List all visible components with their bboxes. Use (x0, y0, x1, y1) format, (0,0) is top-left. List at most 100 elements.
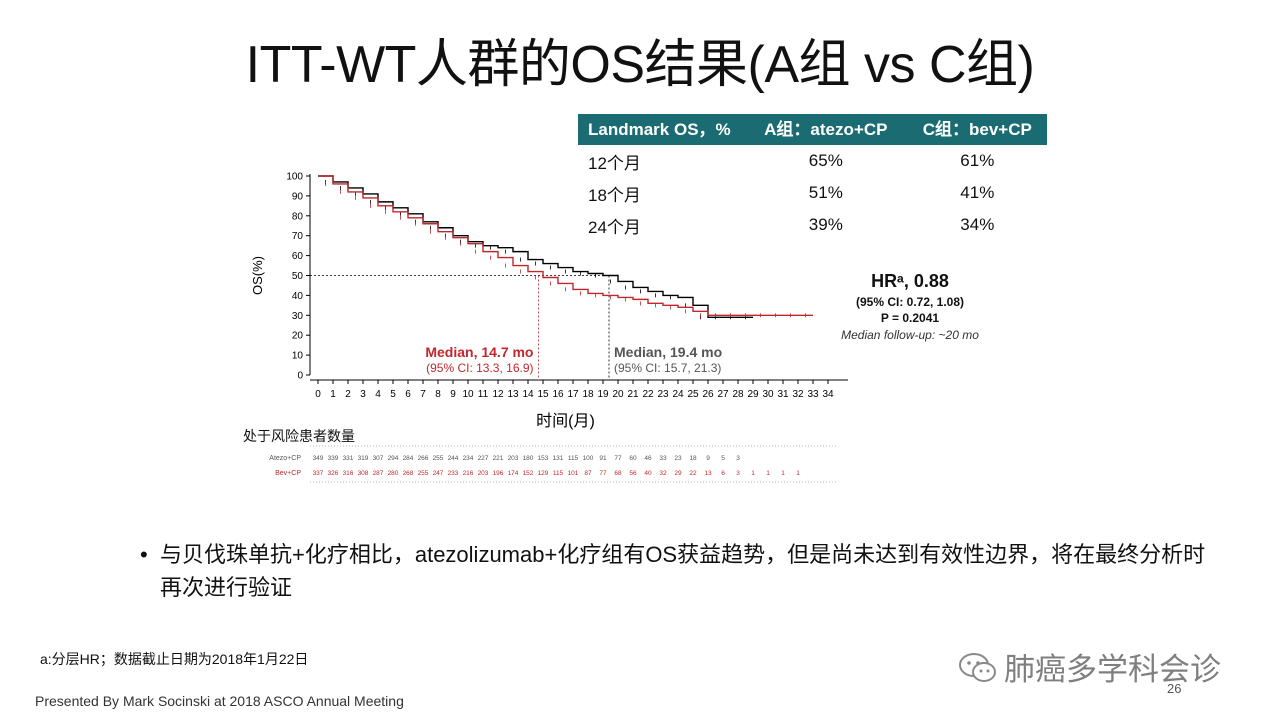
x-tick-label: 10 (462, 389, 474, 400)
footnote: a:分层HR；数据截止日期为2018年1月22日 (40, 651, 309, 667)
y-tick-label: 20 (292, 331, 304, 342)
risk-count: 1 (751, 470, 755, 477)
risk-count: 9 (706, 455, 710, 462)
series-line-bev-cp (318, 175, 813, 316)
y-tick-label: 10 (292, 351, 304, 362)
median-followup: Median follow-up: ~20 mo (841, 328, 979, 342)
x-tick-label: 19 (597, 389, 609, 400)
bullet-text: 与贝伐珠单抗+化疗相比，atezolizumab+化疗组有OS获益趋势，但是尚未… (160, 542, 1206, 600)
risk-count: 5 (721, 455, 725, 462)
risk-count: 268 (403, 470, 414, 477)
landmark-timepoint: 12个月 (588, 153, 641, 173)
risk-count: 221 (493, 455, 504, 462)
risk-count: 339 (328, 455, 339, 462)
hazard-ratio-ci: (95% CI: 0.72, 1.08) (855, 295, 965, 309)
x-tick-label: 17 (567, 389, 579, 400)
series-line-atezo-cp (318, 175, 753, 318)
risk-table-title: 处于风险患者数量 (243, 428, 355, 444)
x-tick-label: 32 (792, 389, 804, 400)
x-tick-label: 1 (330, 389, 336, 400)
x-tick-label: 15 (537, 389, 549, 400)
x-tick-label: 33 (807, 389, 819, 400)
landmark-table-header-row: Landmark OS，% A组：atezo+CP C组：bev+CP (578, 114, 1047, 145)
x-tick-label: 27 (717, 389, 729, 400)
x-tick-label: 5 (390, 389, 396, 400)
x-tick-label: 24 (672, 389, 684, 400)
landmark-timepoint: 24个月 (588, 217, 641, 237)
x-tick-label: 4 (375, 389, 381, 400)
median-ci-label: (95% CI: 13.3, 16.9) (426, 361, 533, 375)
risk-count: 60 (629, 455, 637, 462)
risk-count: 284 (403, 455, 414, 462)
risk-count: 174 (508, 470, 519, 477)
landmark-header-arm-c: C组：bev+CP (903, 114, 1047, 145)
risk-row-label: Bev+CP (275, 470, 301, 477)
risk-count: 100 (583, 455, 594, 462)
risk-count: 294 (388, 455, 399, 462)
landmark-header-arm-a: A组：atezo+CP (744, 114, 904, 145)
risk-count: 46 (644, 455, 652, 462)
risk-count: 349 (313, 455, 324, 462)
risk-count: 287 (373, 470, 384, 477)
landmark-value-arm-c: 34% (960, 215, 995, 234)
risk-count: 33 (659, 455, 667, 462)
watermark-text: 肺癌多学科会诊 (1004, 652, 1221, 687)
x-tick-label: 28 (732, 389, 744, 400)
risk-count: 115 (553, 470, 564, 477)
x-tick-label: 16 (552, 389, 564, 400)
risk-count: 23 (674, 455, 682, 462)
x-tick-label: 9 (450, 389, 456, 400)
risk-count: 153 (538, 455, 549, 462)
table-row: 18个月 51% 41% (578, 177, 1047, 209)
x-tick-label: 6 (405, 389, 411, 400)
risk-count: 131 (553, 455, 564, 462)
y-tick-label: 40 (292, 291, 304, 302)
risk-count: 68 (614, 470, 622, 477)
wechat-icon (958, 651, 998, 693)
risk-count: 308 (358, 470, 369, 477)
risk-count: 280 (388, 470, 399, 477)
x-axis-label: 时间(月) (536, 412, 595, 430)
x-tick-label: 31 (777, 389, 789, 400)
risk-count: 216 (463, 470, 474, 477)
risk-count: 337 (313, 470, 324, 477)
median-ci-label: (95% CI: 15.7, 21.3) (614, 361, 721, 375)
x-tick-label: 13 (507, 389, 519, 400)
risk-count: 316 (343, 470, 354, 477)
slide-title: ITT-WT人群的OS结果(A组 vs C组) (245, 36, 1035, 94)
risk-count: 91 (599, 455, 607, 462)
landmark-os-table: Landmark OS，% A组：atezo+CP C组：bev+CP 12个月… (578, 114, 1047, 241)
y-axis-label: OS(%) (250, 256, 265, 295)
x-tick-label: 14 (522, 389, 534, 400)
risk-count: 234 (463, 455, 474, 462)
risk-count: 203 (508, 455, 519, 462)
hazard-ratio-box: HRᵃ, 0.88 (95% CI: 0.72, 1.08) P = 0.204… (810, 271, 1010, 342)
x-tick-label: 23 (657, 389, 669, 400)
x-tick-label: 22 (642, 389, 654, 400)
risk-count: 152 (523, 470, 534, 477)
risk-count: 1 (766, 470, 770, 477)
risk-count: 203 (478, 470, 489, 477)
landmark-value-arm-c: 61% (960, 151, 995, 170)
risk-count: 1 (796, 470, 800, 477)
x-tick-label: 20 (612, 389, 624, 400)
risk-count: 18 (689, 455, 697, 462)
y-tick-label: 60 (292, 251, 304, 262)
risk-count: 255 (433, 455, 444, 462)
table-row: 12个月 65% 61% (578, 145, 1047, 177)
risk-count: 255 (418, 470, 429, 477)
presenter-credit: Presented By Mark Socinski at 2018 ASCO … (35, 693, 404, 709)
risk-count: 244 (448, 455, 459, 462)
risk-count: 331 (343, 455, 354, 462)
y-tick-label: 80 (292, 211, 304, 222)
x-tick-label: 25 (687, 389, 699, 400)
risk-count: 32 (659, 470, 667, 477)
risk-count: 29 (674, 470, 682, 477)
risk-count: 3 (736, 470, 740, 477)
x-tick-label: 34 (822, 389, 834, 400)
y-tick-label: 50 (292, 271, 304, 282)
risk-count: 22 (689, 470, 697, 477)
risk-count: 87 (584, 470, 592, 477)
landmark-header-label: Landmark OS，% (578, 114, 744, 145)
